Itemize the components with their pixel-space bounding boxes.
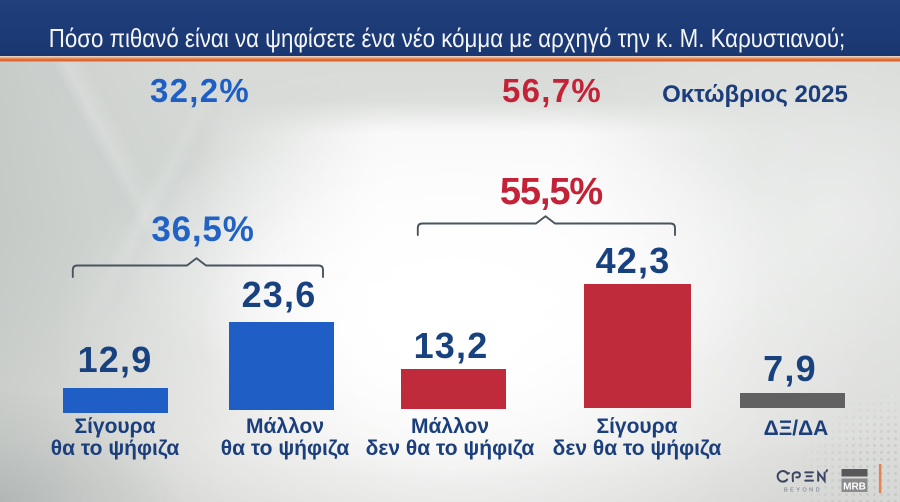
svg-text:MRB: MRB	[843, 482, 866, 493]
svg-text:BEYOND: BEYOND	[784, 488, 822, 494]
